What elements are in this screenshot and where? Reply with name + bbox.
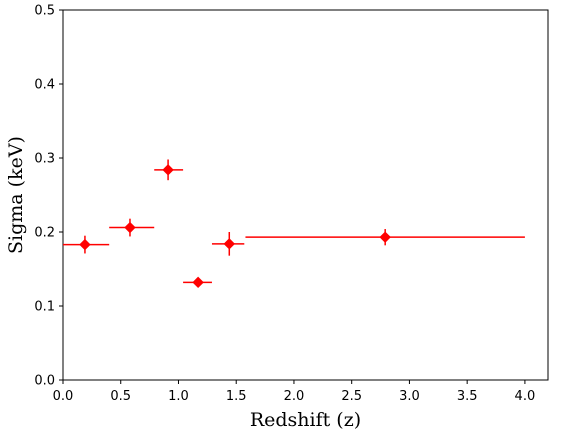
data-point (223, 238, 235, 250)
y-tick-label: 0.2 (34, 226, 55, 241)
x-tick-label: 1.0 (168, 389, 189, 404)
y-tick-label: 0.5 (34, 4, 55, 19)
data-point (162, 164, 174, 176)
x-tick-label: 0.0 (53, 389, 74, 404)
y-axis-label: Sigma (keV) (5, 136, 27, 254)
data-marks (63, 159, 525, 289)
data-point (124, 221, 136, 234)
x-tick-label: 2.0 (284, 389, 305, 404)
y-tick-label: 0.1 (34, 300, 55, 315)
x-tick-label: 2.5 (341, 389, 362, 404)
y-axis: 0.0 0.1 0.2 0.3 0.4 0.5 (34, 4, 63, 389)
plot-area (62, 9, 549, 381)
y-tick-label: 0.3 (34, 152, 55, 167)
x-axis-label: Redshift (z) (250, 409, 361, 431)
x-tick-label: 3.0 (399, 389, 420, 404)
data-point (379, 231, 391, 243)
x-tick-label: 0.5 (110, 389, 131, 404)
y-tick-label: 0.4 (34, 78, 55, 93)
data-point (192, 276, 204, 289)
data-point (79, 238, 91, 251)
plot-frame (62, 9, 549, 381)
x-tick-label: 1.5 (226, 389, 247, 404)
x-axis: 0.0 0.5 1.0 1.5 2.0 2.5 3.0 3.5 4.0 (53, 380, 536, 404)
y-tick-label: 0.0 (34, 374, 55, 389)
x-tick-label: 4.0 (515, 389, 536, 404)
x-tick-label: 3.5 (457, 389, 478, 404)
